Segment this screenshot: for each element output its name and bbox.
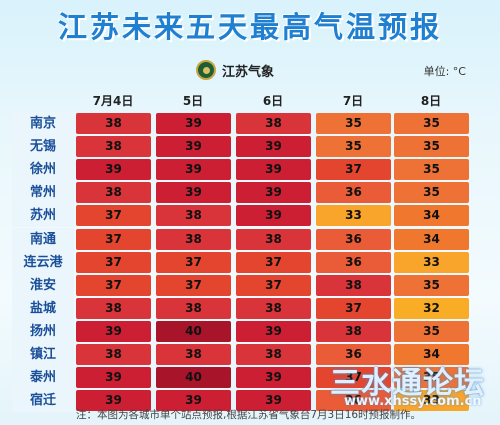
temperature-cell: 38 [76, 344, 151, 365]
weather-bureau-emblem-icon [196, 60, 216, 80]
logo-text: 江苏气象 [222, 64, 275, 80]
temperature-cell: 38 [156, 297, 231, 319]
temperature-cell: 32 [394, 297, 469, 319]
temperature-cell: 38 [236, 297, 311, 319]
temperature-cell: 37 [76, 251, 151, 273]
temperature-cell: 39 [156, 159, 231, 181]
column-header: 5日 [182, 94, 204, 108]
city-label: 镇江 [12, 343, 74, 366]
temperature-cell: 36 [316, 228, 391, 250]
watermark-text: 三水通论坛 [330, 366, 485, 401]
temperature-cell: 38 [76, 182, 151, 204]
watermark-url: www.xhssy.com.cn [344, 394, 482, 409]
temperature-cell: 33 [316, 205, 391, 227]
temperature-cell: 36 [316, 182, 391, 204]
column-header: 7月4日 [92, 94, 134, 108]
temperature-cell: 34 [394, 344, 469, 365]
temperature-cell: 35 [394, 367, 469, 389]
temperature-cell: 39 [76, 390, 151, 412]
temperature-cell: 39 [236, 136, 311, 158]
temperature-cell: 39 [236, 390, 311, 412]
city-label: 淮安 [12, 273, 74, 297]
city-label: 连云港 [12, 250, 74, 274]
temperature-cell: 36 [316, 390, 391, 412]
column-header: 8日 [420, 94, 442, 108]
temperature-cell: 34 [394, 228, 469, 250]
temperature-cell: 39 [156, 113, 231, 134]
temperature-cell: 37 [156, 251, 231, 273]
temperature-cell: 40 [156, 367, 231, 389]
temperature-cell: 38 [156, 228, 231, 250]
temperature-cell: 36 [316, 251, 391, 273]
temperature-cell: 37 [316, 367, 391, 389]
temperature-cell: 38 [156, 344, 231, 365]
temperature-cell: 36 [316, 344, 391, 365]
temperature-cell: 39 [236, 320, 311, 342]
temperature-cell: 39 [236, 182, 311, 204]
logo: 江苏气象 [196, 59, 274, 81]
temperature-cell: 38 [236, 113, 311, 134]
temperature-cell: 38 [76, 136, 151, 158]
temperature-cell: 38 [236, 228, 311, 250]
temperature-cell: 38 [316, 274, 391, 296]
temperature-cell: 39 [76, 320, 151, 342]
temperature-cell: 37 [76, 274, 151, 296]
temperature-cell: 37 [316, 297, 391, 319]
temperature-cell: 39 [156, 182, 231, 204]
city-label: 无锡 [12, 135, 74, 159]
temperature-cell: 39 [236, 159, 311, 181]
column-header: 7日 [342, 94, 364, 108]
temperature-cell: 38 [316, 320, 391, 342]
temperature-cell: 37 [316, 159, 391, 181]
temperature-cell: 35 [316, 136, 391, 158]
temperature-cell: 39 [236, 205, 311, 227]
page-title: 江苏未来五天最高气温预报 [57, 10, 442, 44]
temperature-cell: 38 [236, 344, 311, 365]
footnote: 注：本图为各城市单个站点预报,根据江苏省气象台7月3日16时预报制作。 [76, 409, 422, 421]
city-label: 盐城 [12, 296, 74, 320]
temperature-cell: 39 [76, 367, 151, 389]
temperature-cell: 33 [394, 390, 469, 412]
temperature-cell: 35 [316, 113, 391, 134]
city-label: 徐州 [12, 158, 74, 182]
temperature-cell: 35 [394, 136, 469, 158]
temperature-cell: 39 [76, 159, 151, 181]
column-header: 6日 [262, 94, 284, 108]
temperature-cell: 38 [76, 113, 151, 134]
temperature-cell: 39 [236, 367, 311, 389]
city-label: 南通 [12, 227, 74, 251]
city-label: 扬州 [12, 319, 74, 343]
temperature-cell: 35 [394, 182, 469, 204]
city-label: 南京 [12, 112, 74, 135]
temperature-cell: 39 [156, 136, 231, 158]
temperature-cell: 39 [156, 390, 231, 412]
temperature-cell: 38 [76, 297, 151, 319]
temperature-cell: 33 [394, 251, 469, 273]
city-label: 宿迁 [12, 389, 74, 413]
unit-label: 单位: °C [423, 65, 466, 78]
temperature-cell: 34 [394, 205, 469, 227]
temperature-cell: 37 [156, 274, 231, 296]
temperature-cell: 37 [76, 228, 151, 250]
temperature-cell: 37 [236, 251, 311, 273]
temperature-cell: 40 [156, 320, 231, 342]
temperature-cell: 38 [156, 205, 231, 227]
temperature-cell: 35 [394, 320, 469, 342]
temperature-cell: 35 [394, 159, 469, 181]
temperature-cell: 35 [394, 113, 469, 134]
city-label: 苏州 [12, 204, 74, 228]
temperature-cell: 35 [394, 274, 469, 296]
temperature-cell: 37 [76, 205, 151, 227]
city-label: 常州 [12, 181, 74, 205]
temperature-cell: 37 [236, 274, 311, 296]
city-label: 泰州 [12, 366, 74, 390]
